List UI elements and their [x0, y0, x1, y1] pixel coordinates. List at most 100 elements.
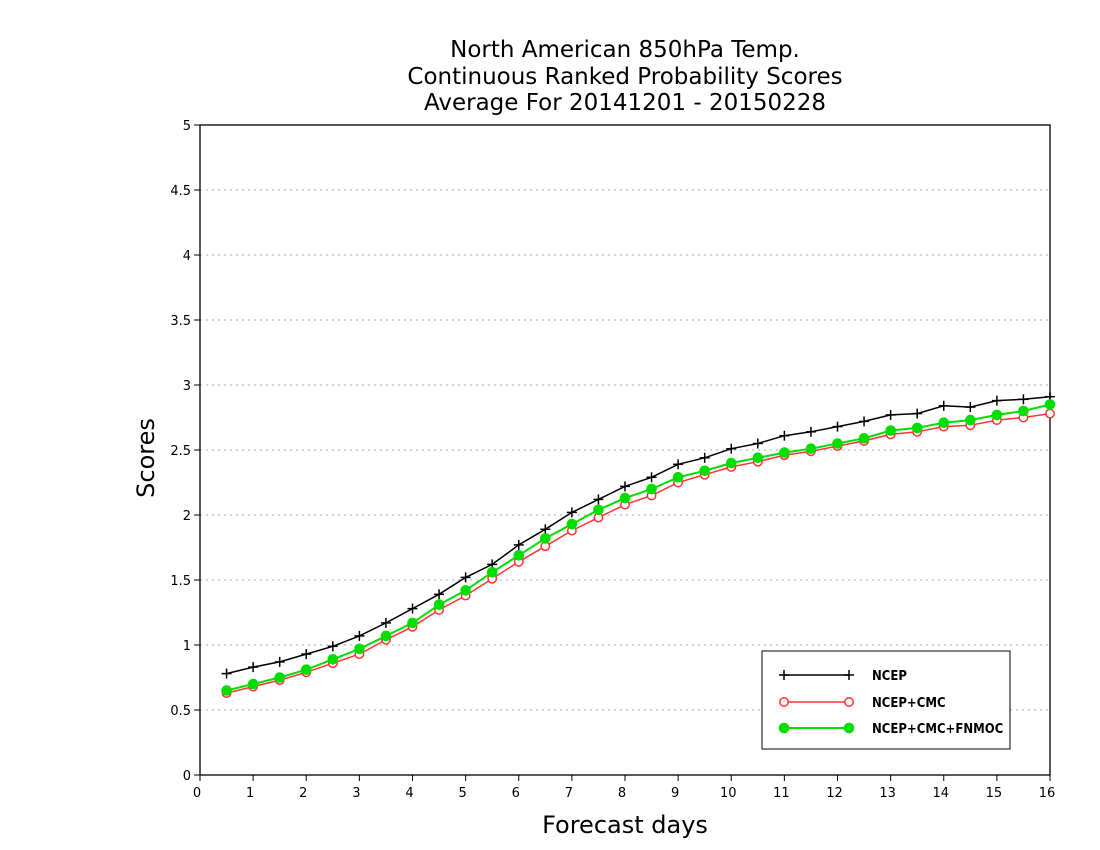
data-point-ncep	[380, 617, 391, 628]
y-tick-label: 0	[183, 769, 191, 784]
x-tick-label: 10	[720, 786, 737, 801]
chart-title-line-1: North American 850hPa Temp.	[450, 37, 800, 63]
x-tick-label: 16	[1039, 786, 1056, 801]
x-tick-label: 2	[299, 786, 307, 801]
x-axis-ticks: 0 1 2 3 4 5 6 7 8 9 10 11 12 13 14 15 16	[193, 775, 1055, 801]
data-point-ncep	[779, 430, 790, 441]
legend-label: NCEP	[872, 669, 907, 684]
data-point-ncep-cmc-fnmoc	[486, 566, 498, 578]
data-point-ncep	[354, 630, 365, 641]
data-point-ncep	[805, 426, 816, 437]
data-point-ncep-cmc-fnmoc	[300, 664, 312, 676]
x-tick-label: 1	[246, 786, 254, 801]
data-point-ncep	[646, 472, 657, 483]
x-tick-label: 9	[671, 786, 679, 801]
x-tick-label: 13	[879, 786, 896, 801]
x-tick-label: 12	[826, 786, 843, 801]
data-point-ncep	[513, 539, 524, 550]
data-point-ncep-cmc-fnmoc	[752, 452, 764, 464]
data-point-ncep	[566, 507, 577, 518]
legend-box	[761, 650, 1011, 750]
data-point-ncep-cmc-fnmoc	[779, 447, 790, 458]
y-tick-label: 2	[183, 509, 191, 524]
data-point-ncep	[832, 421, 843, 432]
data-point-ncep-cmc-fnmoc	[991, 409, 1003, 421]
x-tick-label: 14	[932, 786, 949, 801]
legend-marker	[844, 697, 854, 707]
data-point-ncep-cmc-fnmoc	[619, 492, 631, 504]
data-point-ncep	[620, 481, 630, 492]
data-point-ncep	[301, 649, 312, 660]
legend-marker	[843, 722, 855, 734]
legend-items: NCEP NCEP+CMC NCEP+CMC+FNMOC	[778, 669, 1003, 737]
data-point-ncep-cmc-fnmoc	[805, 443, 817, 455]
data-point-ncep-cmc-fnmoc	[832, 438, 843, 449]
data-point-ncep-cmc-fnmoc	[1044, 399, 1056, 410]
data-point-ncep	[991, 395, 1002, 406]
data-point-ncep-cmc-fnmoc	[593, 504, 604, 516]
x-tick-label: 15	[986, 786, 1003, 801]
data-point-ncep	[248, 662, 259, 673]
data-point-ncep-cmc-fnmoc	[274, 672, 285, 683]
y-tick-label: 3	[183, 379, 191, 394]
data-point-ncep	[593, 494, 604, 505]
legend-item-ncep: NCEP	[779, 669, 907, 684]
data-point-ncep-cmc-fnmoc	[646, 483, 657, 495]
y-tick-label: 5	[183, 119, 191, 134]
data-point-ncep-cmc-fnmoc	[513, 550, 525, 561]
data-point-ncep-cmc-fnmoc	[566, 518, 578, 530]
data-point-ncep-cmc-fnmoc	[460, 585, 471, 596]
y-axis-label: Scores	[132, 418, 160, 498]
data-point-ncep-cmc-fnmoc	[407, 617, 418, 629]
data-point-ncep-cmc-fnmoc	[327, 654, 339, 665]
data-point-ncep-cmc-fnmoc	[540, 533, 551, 544]
data-point-ncep	[460, 572, 471, 583]
data-point-ncep	[327, 641, 338, 652]
x-tick-label: 5	[458, 786, 466, 801]
data-point-ncep	[699, 452, 710, 463]
legend-label: NCEP+CMC+FNMOC	[872, 722, 1003, 737]
y-tick-label: 0.5	[170, 704, 191, 719]
data-point-ncep-cmc-fnmoc	[247, 678, 259, 690]
x-tick-label: 7	[565, 786, 573, 801]
x-tick-label: 8	[618, 786, 626, 801]
y-tick-label: 1	[183, 639, 191, 654]
data-point-ncep	[938, 400, 949, 411]
series-line-ncep	[226, 395, 1051, 675]
series-ncep	[221, 391, 1055, 679]
data-point-ncep-cmc	[1045, 408, 1055, 419]
x-axis-label: Forecast days	[542, 811, 708, 839]
data-point-ncep	[434, 589, 445, 600]
data-point-ncep	[407, 603, 418, 614]
data-point-ncep-cmc-fnmoc	[858, 433, 870, 444]
y-tick-label: 2.5	[170, 444, 191, 459]
data-point-ncep	[752, 438, 763, 449]
data-point-ncep	[540, 524, 551, 535]
data-point-ncep-cmc-fnmoc	[1018, 405, 1029, 417]
data-point-ncep	[726, 443, 737, 454]
data-point-ncep	[221, 668, 232, 679]
legend-item-ncep-cmc-fnmoc: NCEP+CMC+FNMOC	[778, 722, 1003, 737]
chart-title-line-3: Average For 20141201 - 20150228	[424, 90, 826, 116]
data-point-ncep-cmc-fnmoc	[433, 599, 445, 611]
data-point-ncep-cmc-fnmoc	[911, 422, 923, 434]
y-tick-label: 3.5	[170, 314, 191, 329]
data-point-ncep-cmc-fnmoc	[221, 685, 232, 696]
legend-marker	[779, 670, 789, 680]
x-tick-label: 0	[193, 786, 201, 801]
data-point-ncep	[912, 408, 923, 419]
data-point-ncep-cmc-fnmoc	[725, 457, 737, 469]
x-tick-label: 11	[773, 786, 790, 801]
gridlines	[200, 189, 1050, 711]
legend: NCEP NCEP+CMC NCEP+CMC+FNMOC	[761, 650, 1011, 750]
legend-marker	[844, 670, 854, 680]
data-point-ncep	[885, 409, 896, 420]
data-point-ncep-cmc-fnmoc	[354, 643, 365, 655]
data-point-ncep	[673, 459, 684, 470]
legend-marker	[778, 722, 790, 734]
legend-marker	[779, 697, 789, 707]
data-point-ncep-cmc-fnmoc	[672, 472, 684, 483]
data-point-ncep-cmc-fnmoc	[885, 425, 896, 436]
series-layer	[221, 391, 1056, 699]
data-point-ncep-cmc-fnmoc	[965, 414, 976, 426]
